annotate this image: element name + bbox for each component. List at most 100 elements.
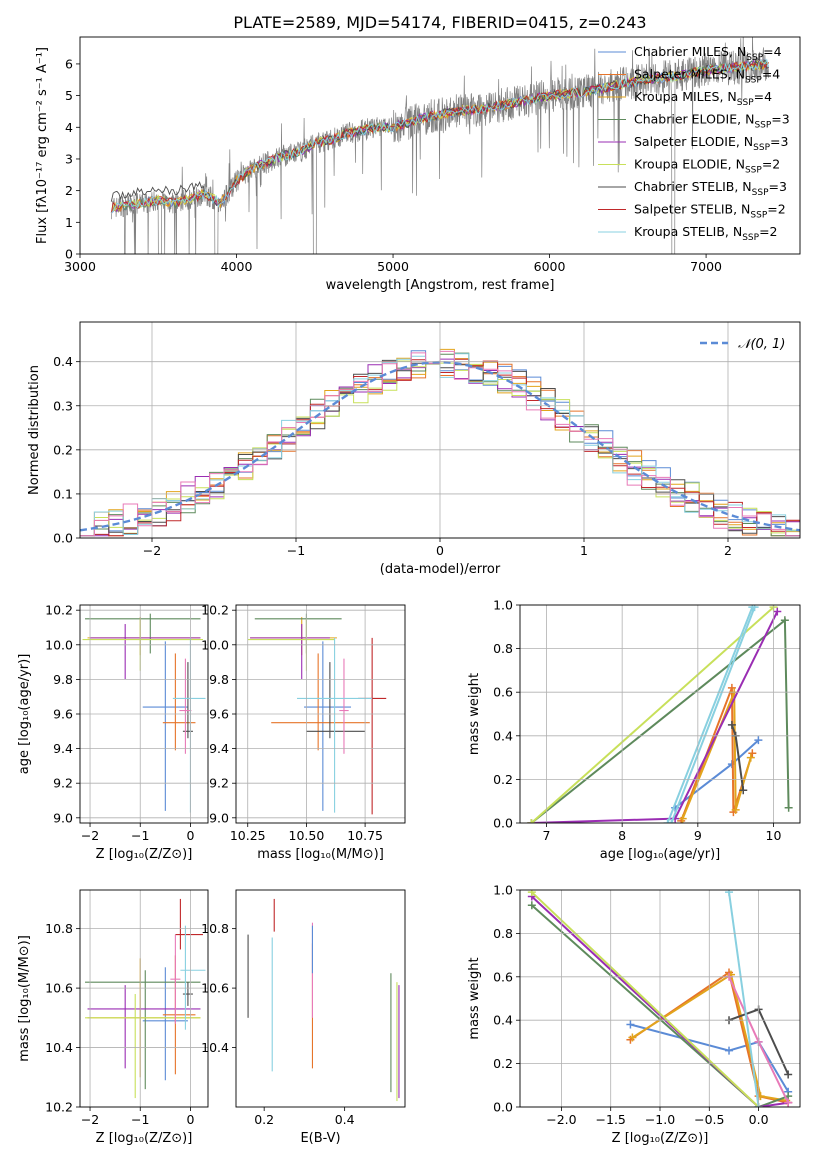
y-tick-label: 10.8	[45, 921, 73, 936]
y-tick-label: 9.0	[53, 810, 73, 825]
y-tick-label: 0.6	[493, 685, 513, 700]
y-tick-label: 9.2	[209, 776, 229, 791]
x-tick-label: 9	[694, 828, 702, 843]
y-tick-label: 0.0	[53, 531, 73, 546]
y-tick-label: 0.8	[493, 641, 513, 656]
mass-vs-EBV-plot-area	[247, 898, 400, 1102]
y-tick-label: 0.3	[53, 398, 73, 413]
x-axis-label: Z [log₁₀(Z/Z⊙)]	[96, 1131, 193, 1146]
weight-marker	[731, 805, 740, 814]
y-tick-label: 10.8	[201, 921, 229, 936]
legend-label: Salpeter STELIB, N	[634, 202, 750, 217]
legend-entry: Kroupa MILES, NSSP=4	[634, 89, 772, 108]
y-tick-label: 0.1	[53, 486, 73, 501]
y-tick-label: 4	[65, 120, 73, 135]
y-axis-label: mass weight	[467, 957, 482, 1039]
y-tick-label: 9.4	[53, 741, 73, 756]
y-tick-label: 10.2	[45, 1100, 73, 1115]
y-tick-label: 9.6	[53, 707, 73, 722]
model-line-kroupa-stelib	[111, 58, 770, 214]
weight-vs-age-plot-area	[527, 605, 793, 823]
x-axis-label: E(B-V)	[300, 1131, 340, 1146]
legend-subscript: SSP	[745, 166, 762, 176]
weight-marker	[727, 720, 736, 729]
weight-marker	[727, 683, 736, 692]
weight-marker	[746, 753, 755, 762]
weight-marker	[773, 607, 782, 616]
x-tick-label: 0	[436, 543, 444, 558]
mass-vs-Z-plot-area	[85, 898, 206, 1099]
x-tick-label: 3000	[64, 259, 96, 274]
y-tick-label: 10.6	[45, 981, 73, 996]
x-axis-label: (data-model)/error	[380, 562, 501, 577]
weight-line	[531, 904, 789, 1107]
x-tick-label: 8	[618, 828, 626, 843]
y-axis-label: Flux [fλ10⁻¹⁷ erg cm⁻² s⁻¹ A⁻¹]	[35, 47, 50, 244]
age-vs-mass-plot-area	[247, 613, 387, 815]
legend-subscript: SSP	[754, 121, 771, 131]
mass-vs-EBV-panel: 0.2 0.4 10.4 10.6 10.8 E(B-V)	[201, 889, 406, 1146]
weight-marker	[748, 749, 757, 758]
axes-frame	[519, 604, 801, 824]
y-tick-label: 0.2	[493, 1056, 513, 1071]
weight-marker	[725, 1046, 734, 1055]
legend-label: Kroupa MILES, N	[634, 89, 737, 104]
y-tick-label: 9.4	[209, 741, 229, 756]
x-axis-label: Z [log₁₀(Z/Z⊙)]	[96, 847, 193, 862]
y-tick-label: 10.2	[201, 603, 229, 618]
x-tick-label: −2.0	[546, 1112, 576, 1127]
weight-marker	[626, 1020, 635, 1029]
y-tick-label: 0.4	[493, 728, 513, 743]
axes-frame	[235, 604, 406, 824]
legend-entry: Salpeter STELIB, NSSP=2	[634, 202, 786, 221]
legend-entry: Chabrier ELODIE, NSSP=3	[634, 112, 790, 131]
y-tick-label: 9.0	[209, 810, 229, 825]
y-tick-label: 10.6	[201, 981, 229, 996]
x-tick-label: 0.2	[254, 1112, 274, 1127]
weight-marker	[725, 890, 734, 897]
x-tick-label: −2	[143, 543, 161, 558]
weight-line	[530, 618, 790, 823]
x-tick-label: 7	[543, 828, 551, 843]
x-tick-label: 10	[766, 828, 782, 843]
legend-subscript: SSP	[750, 211, 767, 221]
y-tick-label: 9.6	[209, 707, 229, 722]
axes-frame	[79, 36, 801, 255]
y-tick-label: 0.8	[493, 926, 513, 941]
x-axis-label: mass [log₁₀(M/M⊙)]	[257, 847, 384, 862]
y-tick-label: 0.6	[493, 969, 513, 984]
y-tick-label: 0.0	[493, 1100, 513, 1115]
age-vs-Z-panel: −2 −1 0 9.0 9.2 9.4 9.6 9.8 10.0 10.2 Z [log₁₀(Z/Z…	[17, 603, 209, 862]
x-tick-label: −1	[131, 828, 149, 843]
x-tick-label: −0.5	[694, 1112, 724, 1127]
x-tick-label: 4000	[221, 259, 253, 274]
weight-marker	[750, 605, 759, 612]
weight-marker	[739, 786, 748, 795]
legend-subscript: SSP	[737, 98, 754, 108]
legend-subscript: SSP	[745, 76, 762, 86]
y-tick-label: 5	[65, 88, 73, 103]
weight-marker	[780, 616, 789, 625]
x-tick-label: 0.4	[335, 1112, 355, 1127]
age-vs-mass-panel: 10.25 10.50 10.75 9.0 9.2 9.4 9.6 9.8 10.0 10.2 ma…	[201, 603, 406, 862]
weight-vs-Z-panel: −2.0 −1.5 −1.0 −0.5 0.0 0.0 0.2 0.4 0.6 0.8 1.0 Z […	[467, 883, 801, 1146]
axes-frame	[79, 604, 209, 824]
weight-vs-age-panel: 7 8 9 10 0.0 0.2 0.4 0.6 0.8 1.0 age [log₁₀(age/yr…	[467, 598, 801, 862]
residual-histogram-panel: −2 −1 0 1 2 0.0 0.1 0.2 0.3 0.4 (data-model)/error…	[27, 321, 801, 577]
x-tick-label: 10.50	[289, 828, 325, 843]
weight-marker	[527, 901, 536, 910]
y-tick-label: 10.4	[201, 1040, 229, 1055]
legend-label: Salpeter ELODIE, N	[634, 134, 753, 149]
legend-entry: Kroupa STELIB, NSSP=2	[634, 224, 778, 243]
x-axis-label: age [log₁₀(age/yr)]	[600, 847, 721, 862]
y-tick-label: 10.4	[45, 1040, 73, 1055]
x-axis-label: Z [log₁₀(Z/Z⊙)]	[612, 1131, 709, 1146]
legend-entry: Kroupa ELODIE, NSSP=2	[634, 157, 780, 176]
legend-subscript: SSP	[752, 188, 769, 198]
x-tick-label: 1	[580, 543, 588, 558]
x-tick-label: 0	[186, 1112, 194, 1127]
legend-label: Kroupa STELIB, N	[634, 224, 742, 239]
legend-label: Kroupa ELODIE, N	[634, 157, 745, 172]
